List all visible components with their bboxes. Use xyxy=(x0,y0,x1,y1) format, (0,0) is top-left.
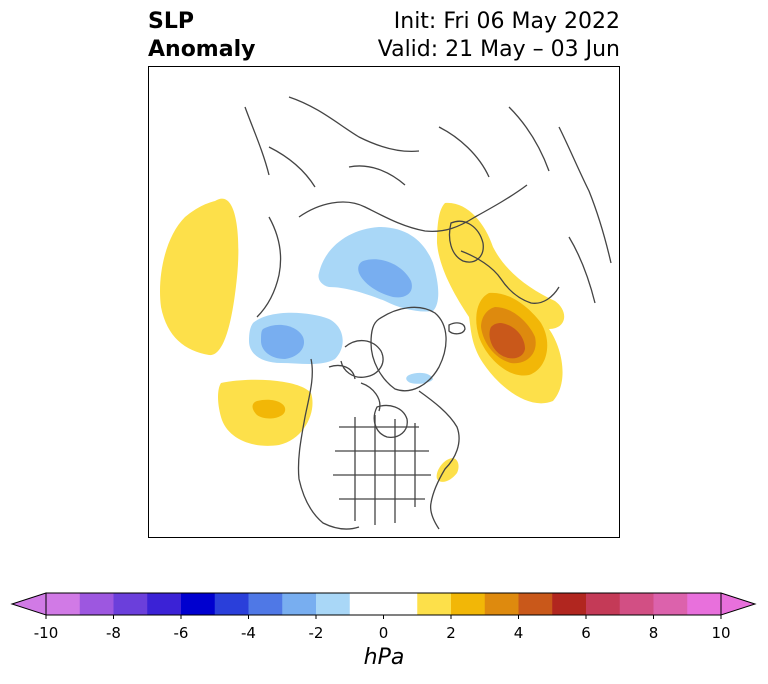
anomaly-negative-small xyxy=(406,372,433,384)
anomaly-negative-alaska-core xyxy=(261,324,305,359)
map-date-info: Init: Fri 06 May 2022 Valid: 21 May – 03… xyxy=(378,8,620,64)
colorbar-units: hPa xyxy=(363,645,405,670)
colorbar-tick-label: 0 xyxy=(378,624,389,642)
colorbar-tick-label: -2 xyxy=(308,624,324,642)
colorbar-segment xyxy=(687,593,722,615)
coast-siberia xyxy=(244,106,282,318)
colorbar xyxy=(10,592,757,619)
colorbar-segment xyxy=(282,593,317,615)
colorbar-segment xyxy=(383,593,418,615)
coast-eurasia-east xyxy=(558,126,612,304)
colorbar-segment xyxy=(214,593,249,615)
colorbar-segment xyxy=(484,593,519,615)
colorbar-tick-label: -4 xyxy=(241,624,256,642)
colorbar-extend-max xyxy=(720,592,757,616)
anomaly-positive-west-atlantic xyxy=(436,458,459,482)
coast-north-america-east xyxy=(418,390,460,530)
colorbar-tick-label: 6 xyxy=(581,624,591,642)
init-date: Init: Fri 06 May 2022 xyxy=(393,9,620,34)
slp-anomaly-map xyxy=(160,96,612,530)
colorbar-segment xyxy=(147,593,182,615)
colorbar-segment xyxy=(518,593,553,615)
colorbar-segment xyxy=(619,593,654,615)
coast-north-america-west xyxy=(297,358,360,530)
valid-range: Valid: 21 May – 03 Jun xyxy=(377,37,620,62)
colorbar-tick-label: -8 xyxy=(106,624,121,642)
colorbar-segment xyxy=(586,593,621,615)
anomaly-positive-west-pacific xyxy=(160,198,239,356)
coast-scandinavia xyxy=(448,220,484,263)
colorbar-segment xyxy=(113,593,148,615)
colorbar-extend-min xyxy=(10,592,47,616)
title-line-anomaly: Anomaly xyxy=(148,37,256,62)
colorbar-tick-label: 10 xyxy=(711,624,731,642)
map-panel xyxy=(148,66,620,538)
borders-asia xyxy=(268,96,550,188)
borders-us xyxy=(333,415,431,525)
colorbar-segment xyxy=(653,593,688,615)
colorbar-segment xyxy=(552,593,587,615)
anomaly-negative-arctic-core xyxy=(358,259,412,298)
colorbar-segment xyxy=(79,593,114,615)
colorbar-segment xyxy=(417,593,452,615)
colorbar-segment xyxy=(451,593,486,615)
colorbar-tick-label: -6 xyxy=(173,624,189,642)
coastlines xyxy=(244,96,612,530)
colorbar-segment xyxy=(248,593,283,615)
colorbar-segment xyxy=(316,593,351,615)
coast-canada-arctic xyxy=(328,340,384,412)
colorbar-segment xyxy=(181,593,216,615)
coast-greenland xyxy=(370,306,447,392)
colorbar-tick-label: 4 xyxy=(513,624,524,642)
map-title: SLP Anomaly xyxy=(148,8,255,64)
colorbar-tick-label: -10 xyxy=(33,624,59,642)
colorbar-segment xyxy=(46,593,81,615)
coast-eurasia-arctic xyxy=(298,184,528,233)
coast-iceland xyxy=(448,322,466,335)
coast-europe xyxy=(460,250,560,304)
anomaly-positive-atlantic-core xyxy=(489,323,525,359)
colorbar-tick-label: 8 xyxy=(648,624,659,642)
colorbar-tick-label: 2 xyxy=(446,624,456,642)
colorbar-ticks: -10 -8 -6 -4 -2 0 2 4 6 8 10 xyxy=(0,624,768,644)
colorbar-segment xyxy=(349,593,384,615)
anomaly-positive-ne-pacific-core xyxy=(252,399,286,419)
title-line-slp: SLP xyxy=(148,9,194,34)
